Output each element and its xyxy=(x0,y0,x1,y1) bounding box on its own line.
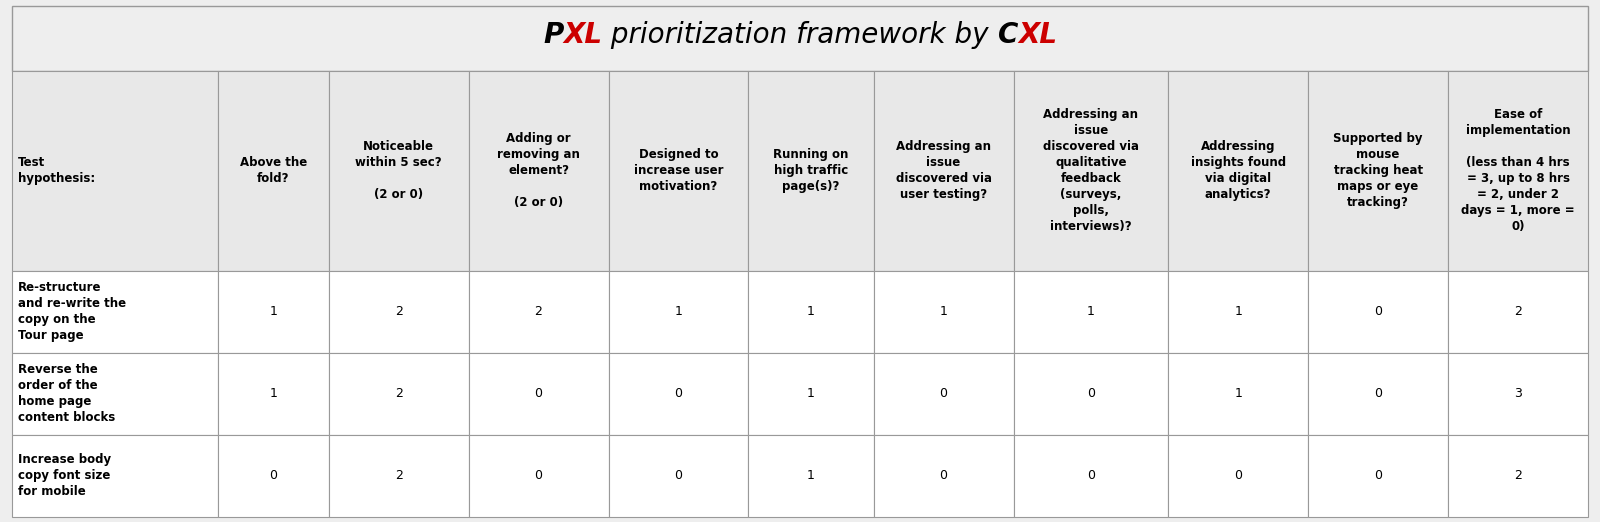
Bar xyxy=(1168,434,1309,516)
Bar xyxy=(1013,70,1168,270)
Text: 2: 2 xyxy=(1514,469,1522,482)
Bar xyxy=(1013,352,1168,434)
Text: 1: 1 xyxy=(269,305,277,318)
Bar xyxy=(1309,434,1448,516)
Text: Increase body
copy font size
for mobile: Increase body copy font size for mobile xyxy=(18,453,110,498)
Text: 0: 0 xyxy=(939,387,947,400)
Bar xyxy=(874,352,1013,434)
Bar xyxy=(1168,270,1309,352)
Bar xyxy=(469,270,608,352)
Text: 0: 0 xyxy=(939,469,947,482)
Text: 1: 1 xyxy=(806,305,814,318)
Text: 0: 0 xyxy=(675,469,683,482)
Bar xyxy=(469,352,608,434)
Text: 1: 1 xyxy=(806,469,814,482)
Bar xyxy=(328,270,469,352)
Text: Adding or
removing an
element?

(2 or 0): Adding or removing an element? (2 or 0) xyxy=(498,132,579,209)
Text: Running on
high traffic
page(s)?: Running on high traffic page(s)? xyxy=(773,148,848,193)
Bar xyxy=(1448,352,1587,434)
Text: 2: 2 xyxy=(395,305,403,318)
Bar xyxy=(1448,434,1587,516)
Bar xyxy=(1013,434,1168,516)
Text: Supported by
mouse
tracking heat
maps or eye
tracking?: Supported by mouse tracking heat maps or… xyxy=(1333,132,1422,209)
Text: 0: 0 xyxy=(534,469,542,482)
Text: 0: 0 xyxy=(675,387,683,400)
Text: 1: 1 xyxy=(675,305,683,318)
Bar xyxy=(13,270,218,352)
Bar xyxy=(608,434,749,516)
Bar xyxy=(749,270,874,352)
Bar xyxy=(328,352,469,434)
Bar xyxy=(469,434,608,516)
Text: 0: 0 xyxy=(1086,387,1094,400)
Text: 0: 0 xyxy=(1374,387,1382,400)
Bar xyxy=(608,70,749,270)
Text: 2: 2 xyxy=(1514,305,1522,318)
Bar xyxy=(1448,270,1587,352)
Text: Ease of
implementation

(less than 4 hrs
= 3, up to 8 hrs
= 2, under 2
days = 1,: Ease of implementation (less than 4 hrs … xyxy=(1461,108,1574,233)
Bar xyxy=(218,270,328,352)
Text: Reverse the
order of the
home page
content blocks: Reverse the order of the home page conte… xyxy=(18,363,115,424)
Bar xyxy=(749,352,874,434)
Bar xyxy=(13,6,1587,70)
Bar xyxy=(218,352,328,434)
Bar xyxy=(218,70,328,270)
Text: Noticeable
within 5 sec?

(2 or 0): Noticeable within 5 sec? (2 or 0) xyxy=(355,140,442,201)
Text: 0: 0 xyxy=(534,387,542,400)
Bar xyxy=(874,70,1013,270)
Bar xyxy=(608,270,749,352)
Bar xyxy=(874,270,1013,352)
Text: XL: XL xyxy=(1018,21,1058,49)
Text: Re-structure
and re-write the
copy on the
Tour page: Re-structure and re-write the copy on th… xyxy=(18,281,126,342)
Text: C: C xyxy=(998,21,1018,49)
Text: Designed to
increase user
motivation?: Designed to increase user motivation? xyxy=(634,148,723,193)
Text: P: P xyxy=(542,21,563,49)
Bar xyxy=(1309,70,1448,270)
Text: 1: 1 xyxy=(806,387,814,400)
Text: Test
hypothesis:: Test hypothesis: xyxy=(18,156,96,185)
Bar xyxy=(1013,270,1168,352)
Text: 0: 0 xyxy=(1374,305,1382,318)
Text: 2: 2 xyxy=(395,469,403,482)
Bar xyxy=(1309,352,1448,434)
Bar xyxy=(218,434,328,516)
Text: 0: 0 xyxy=(269,469,277,482)
Text: 3: 3 xyxy=(1514,387,1522,400)
Text: 1: 1 xyxy=(1234,387,1242,400)
Bar xyxy=(749,70,874,270)
Text: Addressing an
issue
discovered via
qualitative
feedback
(surveys,
polls,
intervi: Addressing an issue discovered via quali… xyxy=(1043,108,1139,233)
Text: Addressing an
issue
discovered via
user testing?: Addressing an issue discovered via user … xyxy=(896,140,992,201)
Text: 1: 1 xyxy=(1086,305,1094,318)
Bar xyxy=(1168,70,1309,270)
Text: Addressing
insights found
via digital
analytics?: Addressing insights found via digital an… xyxy=(1190,140,1286,201)
Text: Above the
fold?: Above the fold? xyxy=(240,156,307,185)
Bar xyxy=(469,70,608,270)
Bar xyxy=(1309,270,1448,352)
Bar xyxy=(749,434,874,516)
Text: 1: 1 xyxy=(269,387,277,400)
Text: 0: 0 xyxy=(1234,469,1242,482)
Text: prioritization framework by: prioritization framework by xyxy=(602,21,998,49)
Bar xyxy=(1168,352,1309,434)
Bar xyxy=(1448,70,1587,270)
Text: 2: 2 xyxy=(395,387,403,400)
Text: XL: XL xyxy=(563,21,602,49)
Bar xyxy=(13,434,218,516)
Text: 1: 1 xyxy=(939,305,947,318)
Text: 0: 0 xyxy=(1086,469,1094,482)
Bar xyxy=(13,70,218,270)
Bar xyxy=(328,70,469,270)
Text: 1: 1 xyxy=(1234,305,1242,318)
Text: 0: 0 xyxy=(1374,469,1382,482)
Bar xyxy=(328,434,469,516)
Text: 2: 2 xyxy=(534,305,542,318)
Bar xyxy=(608,352,749,434)
Bar xyxy=(13,352,218,434)
Bar xyxy=(874,434,1013,516)
